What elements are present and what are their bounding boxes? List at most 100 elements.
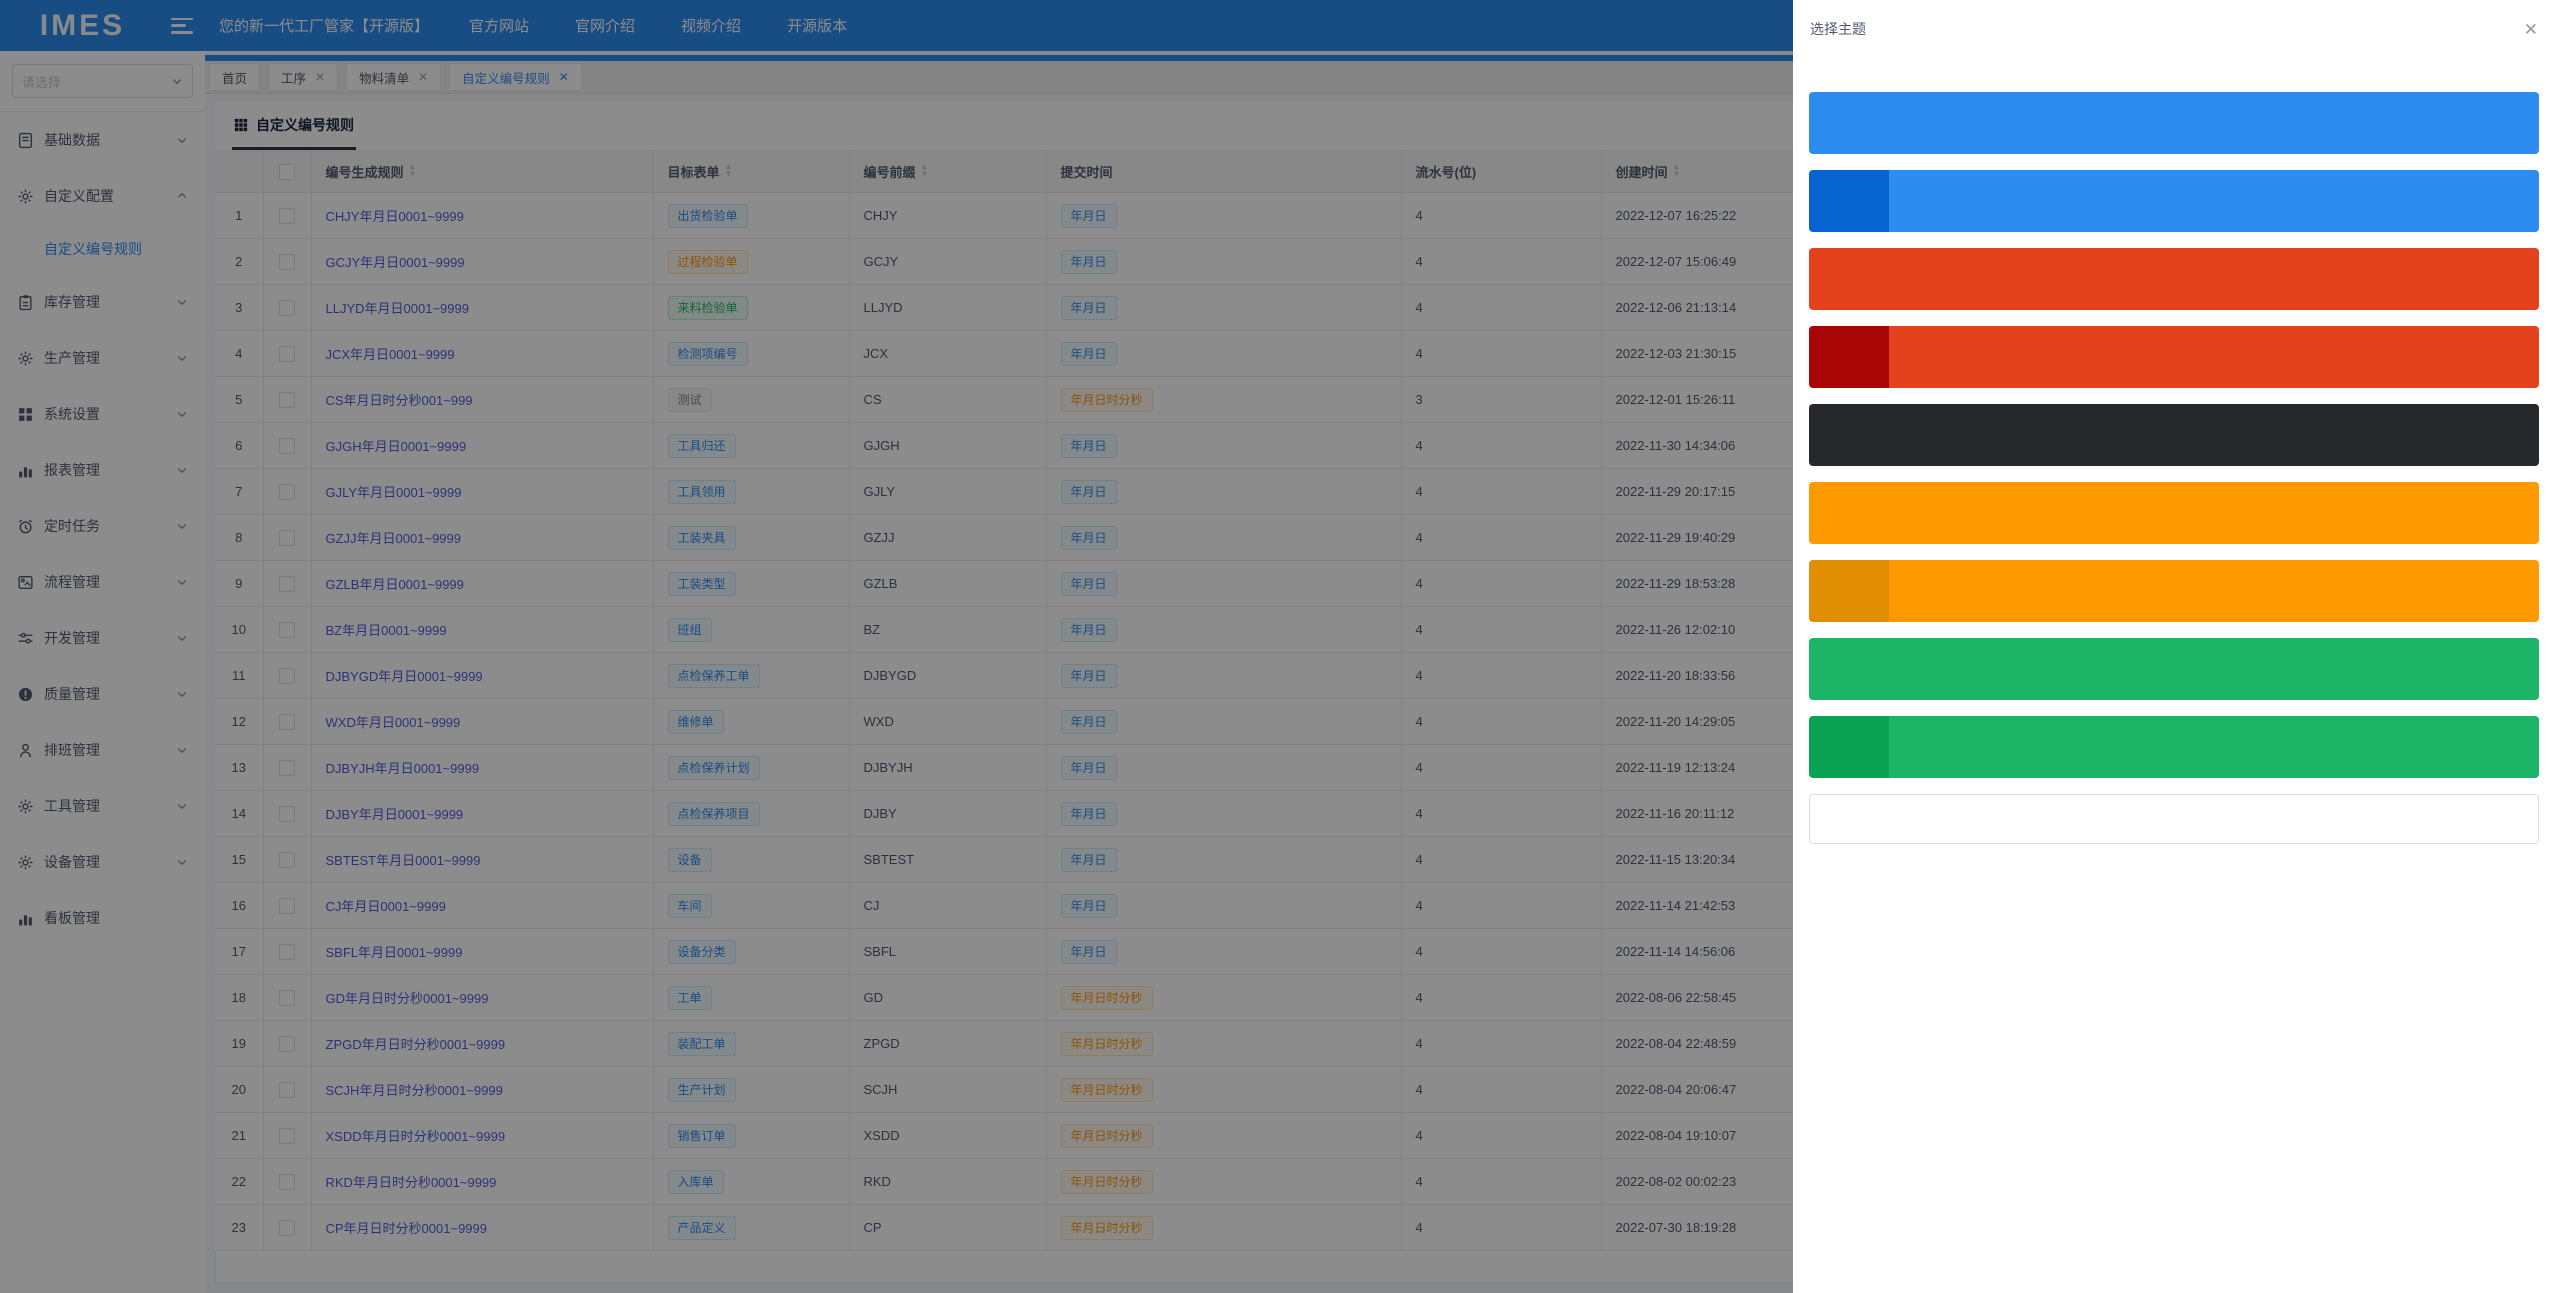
row-checkbox[interactable] <box>279 1035 295 1052</box>
nav-link-site-intro[interactable]: 官网介绍 <box>575 18 636 35</box>
rule-link[interactable]: GZJJ年月日0001~9999 <box>325 531 462 546</box>
theme-option-green[interactable] <box>1809 638 2539 700</box>
sidebar-select[interactable]: 请选择 <box>12 64 193 98</box>
select-all-checkbox[interactable] <box>279 163 295 180</box>
row-checkbox[interactable] <box>279 713 295 730</box>
row-checkbox[interactable] <box>279 575 295 592</box>
row-checkbox[interactable] <box>279 253 295 270</box>
tab-process[interactable]: 工序 ✕ <box>268 63 339 91</box>
sidebar-item-production[interactable]: 生产管理 <box>0 330 205 386</box>
row-checkbox[interactable] <box>279 345 295 362</box>
theme-option-red[interactable] <box>1809 248 2539 310</box>
theme-option-blue-dark-accent[interactable] <box>1809 170 2539 232</box>
rule-link[interactable]: BZ年月日0001~9999 <box>325 623 447 638</box>
rule-link[interactable]: XSDD年月日时分秒0001~9999 <box>325 1129 506 1144</box>
rule-link[interactable]: LLJYD年月日0001~9999 <box>325 301 469 316</box>
theme-option-dark[interactable] <box>1809 404 2539 466</box>
sidebar-item-shift[interactable]: 排班管理 <box>0 722 205 778</box>
column-header-prefix[interactable]: 编号前缀 ▲ ▼ <box>849 151 1047 193</box>
row-checkbox[interactable] <box>279 1219 295 1236</box>
column-header-select[interactable] <box>263 151 312 193</box>
row-checkbox[interactable] <box>279 391 295 408</box>
nav-link-video-intro[interactable]: 视频介绍 <box>681 18 742 35</box>
sidebar-item-dashboard[interactable]: 看板管理 <box>0 890 205 946</box>
sidebar-subitem-custom-numbering-rule[interactable]: 自定义编号规则 <box>44 241 142 257</box>
drawer-mask[interactable] <box>0 0 1793 1293</box>
card-title-tab[interactable]: 自定义编号规则 <box>232 103 356 150</box>
sort-caret-icon[interactable]: ▲ ▼ <box>920 161 929 178</box>
sidebar-item-quality[interactable]: 质量管理 <box>0 666 205 722</box>
tab-bom[interactable]: 物料清单 ✕ <box>346 63 442 91</box>
sidebar-item-custom-config[interactable]: 自定义配置 <box>0 168 205 224</box>
rule-link[interactable]: JCX年月日0001~9999 <box>325 347 455 362</box>
tab-close-icon[interactable]: ✕ <box>418 70 429 84</box>
nav-link-official-site[interactable]: 官方网站 <box>469 18 530 35</box>
tab-close-icon[interactable]: ✕ <box>558 70 569 84</box>
sidebar-item-base-data[interactable]: 基础数据 <box>0 112 205 168</box>
row-checkbox[interactable] <box>279 1127 295 1144</box>
row-checkbox[interactable] <box>279 805 295 822</box>
rule-link[interactable]: DJBYJH年月日0001~9999 <box>325 761 480 776</box>
sidebar-item-process-mgmt[interactable]: 流程管理 <box>0 554 205 610</box>
rule-link[interactable]: SBTEST年月日0001~9999 <box>325 853 481 868</box>
sidebar-item-equipment[interactable]: 设备管理 <box>0 834 205 890</box>
sidebar-item-scheduled-tasks[interactable]: 定时任务 <box>0 498 205 554</box>
theme-option-white[interactable] <box>1809 794 2539 844</box>
row-checkbox[interactable] <box>279 851 295 868</box>
rule-link[interactable]: CHJY年月日0001~9999 <box>325 209 464 224</box>
rule-link[interactable]: GJLY年月日0001~9999 <box>325 485 462 500</box>
theme-option-green-dark-accent[interactable] <box>1809 716 2539 778</box>
close-icon[interactable]: ✕ <box>2523 19 2538 39</box>
menu-toggle-button[interactable] <box>171 17 193 34</box>
rule-link[interactable]: DJBYGD年月日0001~9999 <box>325 669 483 684</box>
sidebar-item-development[interactable]: 开发管理 <box>0 610 205 666</box>
rule-link[interactable]: DJBY年月日0001~9999 <box>325 807 464 822</box>
row-checkbox[interactable] <box>279 897 295 914</box>
column-header-target[interactable]: 目标表单 ▲ ▼ <box>653 151 850 193</box>
submit-time-tag: 年月日 <box>1060 571 1117 596</box>
sidebar-item-reports[interactable]: 报表管理 <box>0 442 205 498</box>
rule-cell: DJBYGD年月日0001~9999 <box>311 652 654 699</box>
row-checkbox[interactable] <box>279 943 295 960</box>
tab-close-icon[interactable]: ✕ <box>315 70 326 84</box>
rule-link[interactable]: SCJH年月日时分秒0001~9999 <box>325 1083 503 1098</box>
sidebar-item-system-settings[interactable]: 系统设置 <box>0 386 205 442</box>
row-checkbox[interactable] <box>279 207 295 224</box>
row-checkbox[interactable] <box>279 1173 295 1190</box>
rule-link[interactable]: GD年月日时分秒0001~9999 <box>325 991 489 1006</box>
theme-option-red-dark-accent[interactable] <box>1809 326 2539 388</box>
tab-custom-numbering-rule[interactable]: 自定义编号规则 ✕ <box>449 63 582 91</box>
row-checkbox[interactable] <box>279 989 295 1006</box>
theme-option-amber-dark-accent[interactable] <box>1809 560 2539 622</box>
theme-option-blue[interactable] <box>1809 92 2539 154</box>
rule-link[interactable]: ZPGD年月日时分秒0001~9999 <box>325 1037 506 1052</box>
sidebar-item-inventory[interactable]: 库存管理 <box>0 274 205 330</box>
theme-option-amber[interactable] <box>1809 482 2539 544</box>
sidebar-item-tools[interactable]: 工具管理 <box>0 778 205 834</box>
rule-link[interactable]: SBFL年月日0001~9999 <box>325 945 463 960</box>
tab-home[interactable]: 首页 <box>209 63 261 91</box>
row-checkbox[interactable] <box>279 1081 295 1098</box>
rule-link[interactable]: CS年月日时分秒001~999 <box>325 393 473 408</box>
rule-link[interactable]: CJ年月日0001~9999 <box>325 899 446 914</box>
rule-link[interactable]: CP年月日时分秒0001~9999 <box>325 1221 488 1236</box>
sort-caret-icon[interactable]: ▲ ▼ <box>1672 161 1681 178</box>
rule-link[interactable]: GZLB年月日0001~9999 <box>325 577 464 592</box>
nav-link-open-source-version[interactable]: 开源版本 <box>787 18 848 35</box>
rule-link[interactable]: GJGH年月日0001~9999 <box>325 439 467 454</box>
sort-caret-icon[interactable]: ▲ ▼ <box>408 161 417 178</box>
rule-cell: CP年月日时分秒0001~9999 <box>311 1204 654 1251</box>
column-header-rule[interactable]: 编号生成规则 ▲ ▼ <box>311 151 654 193</box>
row-checkbox[interactable] <box>279 437 295 454</box>
row-checkbox[interactable] <box>279 621 295 638</box>
sidebar-item-label: 开发管理 <box>44 630 100 646</box>
rule-link[interactable]: WXD年月日0001~9999 <box>325 715 461 730</box>
rule-link[interactable]: GCJY年月日0001~9999 <box>325 255 465 270</box>
row-checkbox[interactable] <box>279 299 295 316</box>
rule-link[interactable]: RKD年月日时分秒0001~9999 <box>325 1175 497 1190</box>
row-checkbox[interactable] <box>279 483 295 500</box>
sort-caret-icon[interactable]: ▲ ▼ <box>724 161 733 178</box>
row-checkbox[interactable] <box>279 667 295 684</box>
row-checkbox[interactable] <box>279 759 295 776</box>
row-checkbox[interactable] <box>279 529 295 546</box>
